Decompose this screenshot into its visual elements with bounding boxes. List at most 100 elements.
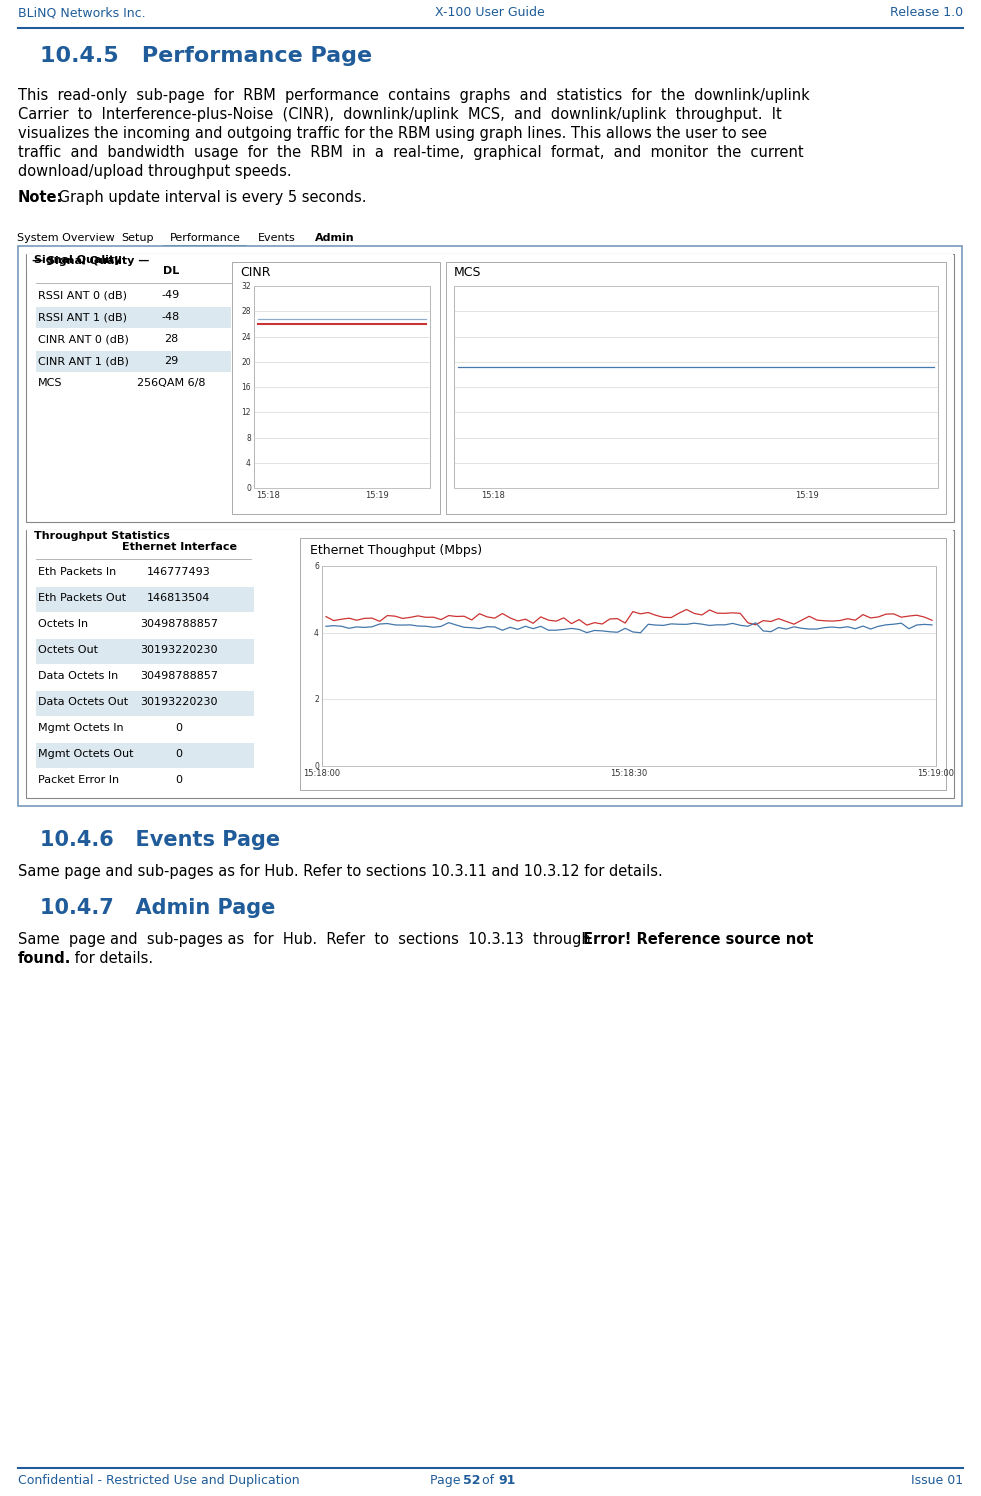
Text: 146777493: 146777493	[147, 567, 211, 577]
Bar	[308, 245, 362, 269]
Text: Same  page and  sub-pages as  for  Hub.  Refer  to  sections  10.3.13  through: Same page and sub-pages as for Hub. Refe…	[18, 932, 600, 947]
Text: 8: 8	[246, 434, 251, 443]
Text: 15:18: 15:18	[481, 491, 504, 500]
Text: 30498788857: 30498788857	[140, 672, 218, 681]
Bar	[36, 373, 231, 393]
Text: 28: 28	[241, 307, 251, 316]
Bar	[248, 245, 306, 269]
Text: 0: 0	[176, 775, 182, 785]
Text: Mgmt Octets In: Mgmt Octets In	[38, 723, 124, 733]
Text: traffic  and  bandwidth  usage  for  the  RBM  in  a  real-time,  graphical  for: traffic and bandwidth usage for the RBM …	[18, 145, 803, 160]
Text: 16: 16	[241, 383, 251, 392]
Text: -48: -48	[162, 313, 181, 322]
Bar	[164, 245, 246, 269]
Bar	[27, 254, 953, 269]
Text: -49: -49	[162, 290, 181, 301]
Text: MCS: MCS	[38, 378, 63, 387]
Text: 15:19: 15:19	[365, 491, 389, 500]
Text: DL: DL	[163, 266, 180, 275]
Bar	[446, 262, 946, 515]
Text: 15:19:00: 15:19:00	[917, 769, 955, 778]
Text: System Overview: System Overview	[17, 233, 115, 242]
Bar	[36, 586, 254, 612]
Bar	[36, 691, 254, 717]
Bar	[254, 286, 430, 488]
Bar	[26, 530, 954, 797]
Text: 146813504: 146813504	[147, 592, 211, 603]
Text: of: of	[478, 1474, 498, 1487]
Bar	[454, 286, 938, 488]
Text: 52: 52	[463, 1474, 481, 1487]
Bar	[36, 561, 254, 586]
Text: 6: 6	[314, 562, 319, 571]
Text: Mgmt Octets Out: Mgmt Octets Out	[38, 749, 133, 758]
Bar	[36, 666, 254, 690]
Text: Setup: Setup	[122, 233, 154, 242]
Text: 20: 20	[241, 358, 251, 367]
Text: 15:18:30: 15:18:30	[610, 769, 647, 778]
Bar	[322, 565, 936, 766]
Bar	[36, 352, 231, 373]
Text: 10.4.7   Admin Page: 10.4.7 Admin Page	[40, 898, 276, 919]
Text: Eth Packets In: Eth Packets In	[38, 567, 117, 577]
Text: MCS: MCS	[454, 266, 482, 278]
Text: Events: Events	[258, 233, 296, 242]
Text: for details.: for details.	[70, 951, 153, 966]
Text: Issue 01: Issue 01	[911, 1474, 963, 1487]
Text: 2: 2	[314, 696, 319, 705]
Text: Octets Out: Octets Out	[38, 645, 98, 655]
Text: Note:: Note:	[18, 190, 64, 205]
Text: This  read-only  sub-page  for  RBM  performance  contains  graphs  and  statist: This read-only sub-page for RBM performa…	[18, 88, 809, 103]
Text: Confidential - Restricted Use and Duplication: Confidential - Restricted Use and Duplic…	[18, 1474, 299, 1487]
Text: 12: 12	[241, 408, 251, 417]
Bar	[232, 262, 440, 515]
Text: 4: 4	[314, 628, 319, 637]
Text: Data Octets Out: Data Octets Out	[38, 697, 129, 708]
Text: 0: 0	[176, 723, 182, 733]
Text: Page: Page	[430, 1474, 464, 1487]
Text: Ethernet Interface: Ethernet Interface	[122, 542, 236, 552]
Text: 10.4.5   Performance Page: 10.4.5 Performance Page	[40, 46, 372, 66]
Bar	[26, 254, 954, 522]
Text: 32: 32	[241, 283, 251, 292]
Bar	[36, 286, 231, 307]
Bar	[36, 329, 231, 350]
Text: 29: 29	[164, 356, 179, 367]
Text: 30193220230: 30193220230	[140, 697, 218, 708]
Bar	[300, 539, 946, 790]
Bar	[36, 613, 254, 637]
Text: 10.4.6   Events Page: 10.4.6 Events Page	[40, 830, 281, 850]
Text: 24: 24	[241, 332, 251, 341]
Bar	[36, 717, 254, 742]
Text: CINR ANT 1 (dB): CINR ANT 1 (dB)	[38, 356, 129, 367]
Bar	[20, 245, 112, 269]
Text: 256QAM 6/8: 256QAM 6/8	[136, 378, 205, 387]
Bar	[18, 245, 962, 806]
Text: Packet Error In: Packet Error In	[38, 775, 119, 785]
Text: X-100 User Guide: X-100 User Guide	[436, 6, 544, 19]
Text: — Signal Quality —: — Signal Quality —	[32, 256, 149, 266]
Text: 0: 0	[246, 485, 251, 494]
Text: 4: 4	[246, 459, 251, 468]
Text: Admin: Admin	[315, 233, 355, 242]
Text: Ethernet Thoughput (Mbps): Ethernet Thoughput (Mbps)	[310, 545, 482, 557]
Text: Error! Reference source not: Error! Reference source not	[583, 932, 813, 947]
Text: Release 1.0: Release 1.0	[890, 6, 963, 19]
Text: 15:19: 15:19	[796, 491, 819, 500]
Text: Data Octets In: Data Octets In	[38, 672, 119, 681]
Text: download/upload throughput speeds.: download/upload throughput speeds.	[18, 165, 291, 180]
Text: RSSI ANT 0 (dB): RSSI ANT 0 (dB)	[38, 290, 127, 301]
Text: 28: 28	[164, 334, 179, 344]
Bar	[36, 769, 254, 794]
Text: 0: 0	[314, 761, 319, 770]
Text: Signal Quality: Signal Quality	[34, 254, 122, 265]
Text: Throughput Statistics: Throughput Statistics	[34, 531, 170, 542]
Text: visualizes the incoming and outgoing traffic for the RBM using graph lines. This: visualizes the incoming and outgoing tra…	[18, 126, 767, 141]
Text: 30193220230: 30193220230	[140, 645, 218, 655]
Bar	[114, 245, 162, 269]
Text: 15:18: 15:18	[256, 491, 280, 500]
Text: Same page and sub-pages as for Hub. Refer to sections 10.3.11 and 10.3.12 for de: Same page and sub-pages as for Hub. Refe…	[18, 865, 663, 880]
Text: Octets In: Octets In	[38, 619, 88, 628]
Text: CINR ANT 0 (dB): CINR ANT 0 (dB)	[38, 334, 129, 344]
Bar	[36, 639, 254, 664]
